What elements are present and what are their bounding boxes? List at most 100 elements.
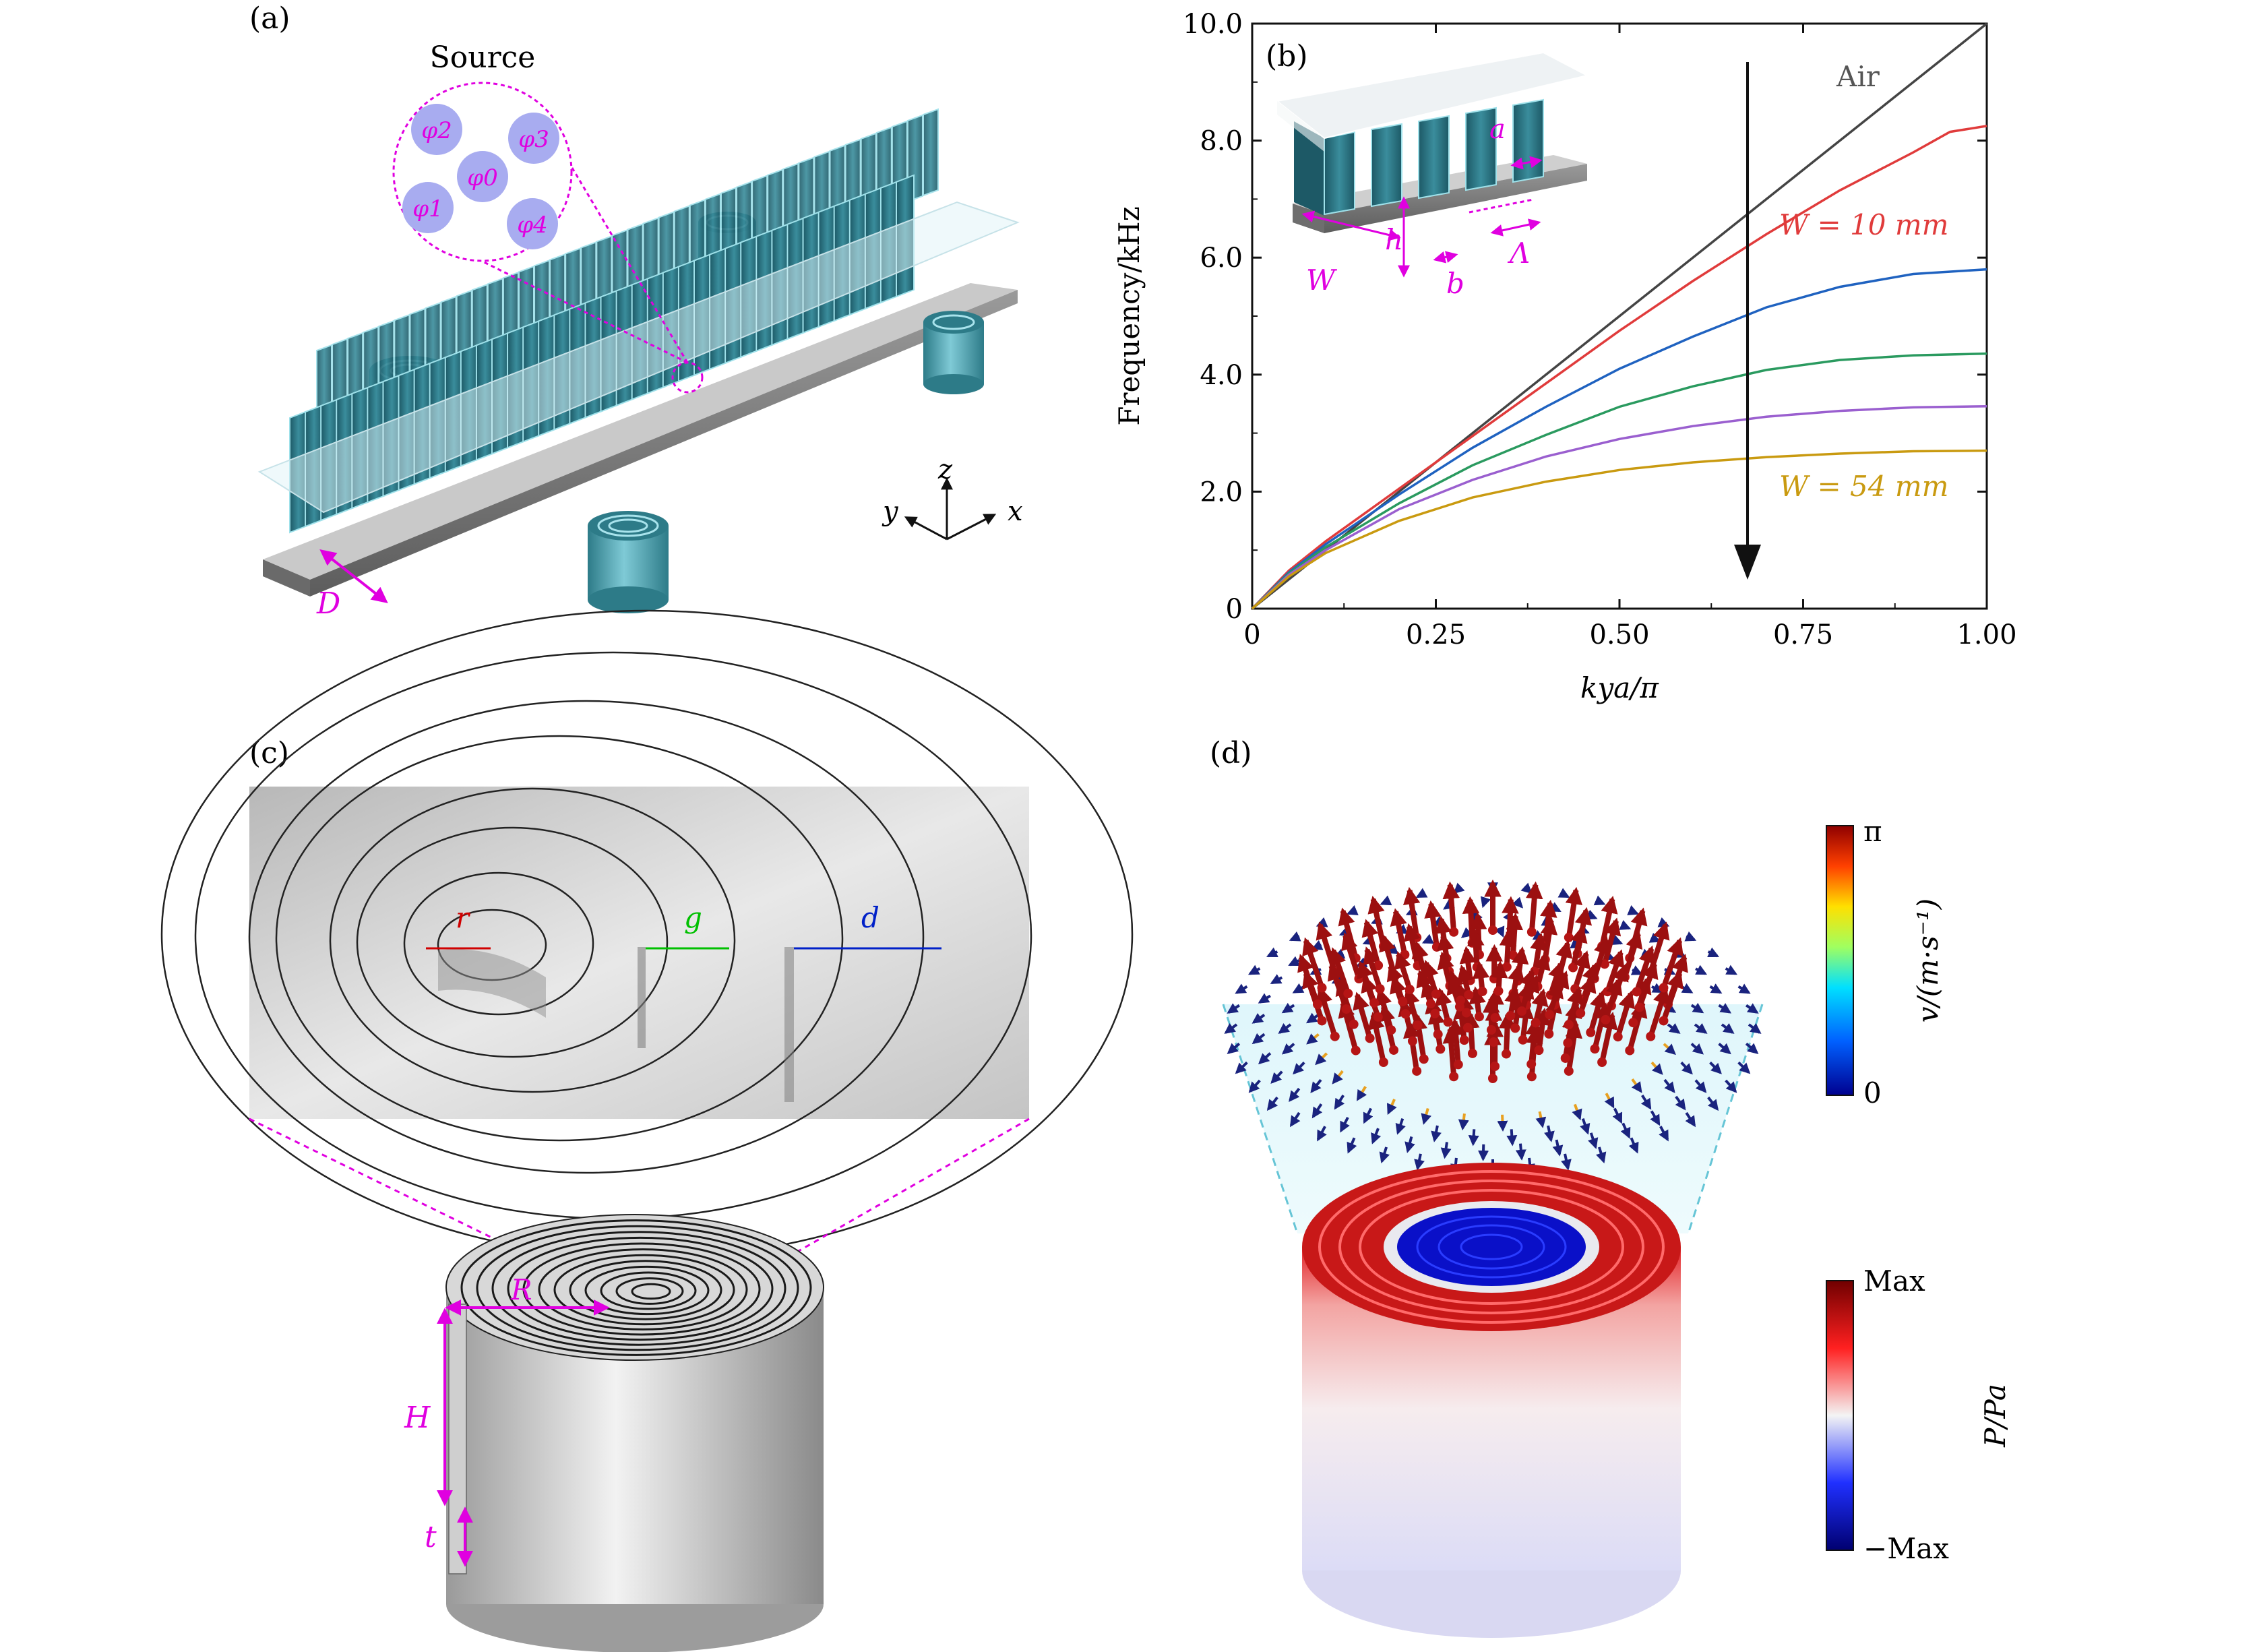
- velocity-arrow-outer: [1512, 896, 1524, 909]
- velocity-arrow-outer: [1737, 983, 1751, 994]
- velocity-arrow-inner: [1394, 951, 1413, 991]
- velocity-arrow-outer: [1258, 1052, 1272, 1065]
- velocity-arrow-outer: [1675, 1095, 1686, 1111]
- velocity-arrow-inner: [1390, 908, 1408, 956]
- velocity-arrow-outer: [1650, 1110, 1661, 1126]
- spiral-resonator-front-right: [923, 311, 984, 394]
- dimension-D-label: D: [316, 586, 340, 621]
- y-tick-label: 10.0: [1183, 9, 1243, 40]
- inset-W: W: [1306, 264, 1338, 297]
- spiral-ring: [615, 1277, 684, 1305]
- velocity-arrow-base: [1373, 1012, 1383, 1022]
- velocity-arrow-base: [1518, 1035, 1528, 1045]
- velocity-arrow-outer: [1535, 1111, 1547, 1128]
- cyl-label-t: t: [425, 1520, 437, 1554]
- velocity-arrow-base: [1486, 1024, 1496, 1035]
- velocity-arrow-outer: [1650, 1061, 1663, 1075]
- velocity-arrow-outer: [1544, 1125, 1555, 1142]
- velocity-arrow-outer: [1745, 1042, 1759, 1054]
- panel-d: (d) π 0 v/: [1210, 736, 2012, 1638]
- velocity-arrow-base: [1634, 1002, 1644, 1012]
- pressure-min: −Max: [1863, 1532, 1949, 1565]
- velocity-arrow-outer: [1404, 1136, 1415, 1153]
- velocity-arrow-outer: [1520, 882, 1533, 894]
- velocity-arrow-base: [1375, 984, 1385, 994]
- velocity-arrow-base: [1343, 989, 1353, 999]
- source-phi1: [402, 182, 454, 233]
- velocity-arrow-inner: [1386, 963, 1406, 1003]
- velocity-arrow-inner: [1499, 928, 1517, 967]
- velocity-arrow-inner: [1599, 1011, 1618, 1063]
- velocity-arrow-base: [1603, 987, 1613, 997]
- velocity-arrow-outer: [1431, 1125, 1442, 1142]
- velocity-arrow-outer: [1588, 1132, 1599, 1149]
- zoom-label-d: d: [861, 901, 879, 934]
- velocity-arrow-outer: [1680, 1061, 1693, 1075]
- velocity-arrow-outer: [1685, 1111, 1696, 1128]
- series-line: [1251, 268, 1987, 610]
- velocity-arrow-outer: [1631, 1078, 1642, 1093]
- velocity-arrow-base: [1313, 1000, 1322, 1009]
- velocity-arrow-inner: [1530, 932, 1547, 972]
- panel-a: (a): [249, 1, 1023, 621]
- velocity-arrow-outer: [1628, 1137, 1639, 1154]
- velocity-arrow-outer: [1640, 1095, 1652, 1110]
- velocity-arrow-inner: [1661, 937, 1683, 989]
- velocity-arrow-base: [1568, 962, 1578, 973]
- annotation-w-top: W = 10 mm: [1779, 208, 1949, 241]
- panel-d-label: (d): [1210, 736, 1252, 770]
- velocity-arrow-outer: [1386, 1099, 1397, 1115]
- velocity-arrow-outer: [1627, 905, 1640, 915]
- velocity-arrow-outer: [1379, 1146, 1390, 1164]
- velocity-arrow-base: [1453, 1060, 1463, 1070]
- velocity-arrow-base: [1467, 1048, 1477, 1058]
- velocity-arrow-outer: [1289, 1087, 1301, 1103]
- y-tick-label: 2.0: [1200, 477, 1243, 508]
- velocity-arrow-base: [1461, 1008, 1471, 1018]
- velocity-arrow-inner: [1615, 990, 1636, 1038]
- velocity-arrow-base: [1564, 1066, 1574, 1076]
- velocity-arrow-base: [1564, 932, 1574, 942]
- pressure-colorbar: [1826, 1280, 1854, 1551]
- velocity-arrow-outer: [1721, 1022, 1735, 1034]
- velocity-arrow-base: [1449, 927, 1459, 937]
- trend-arrow-head: [1734, 545, 1761, 580]
- velocity-arrow-outer: [1746, 1003, 1759, 1014]
- velocity-arrow-base: [1531, 1018, 1541, 1028]
- velocity-arrow-outer: [1310, 1078, 1322, 1093]
- series-line: [1251, 404, 1987, 610]
- velocity-arrow-outer: [1497, 1114, 1508, 1132]
- inset-a: a: [1489, 114, 1506, 145]
- velocity-arrow-outer: [1281, 1043, 1295, 1055]
- velocity-arrow-base: [1563, 1038, 1573, 1048]
- velocity-arrow-base: [1628, 1018, 1638, 1028]
- spiral-ring: [522, 1242, 761, 1336]
- spiral-cylinder: [445, 1214, 824, 1652]
- velocity-arrow-outer: [1395, 1118, 1406, 1135]
- velocity-arrow-outer: [1421, 1107, 1431, 1125]
- dimension-D: D: [316, 549, 388, 621]
- source-label-phi3: φ3: [518, 126, 549, 153]
- cyl-label-R: R: [510, 1273, 532, 1306]
- x-tick-label: 0.50: [1589, 619, 1649, 650]
- velocity-arrow-outer: [1667, 1022, 1681, 1034]
- velocity-arrow-outer: [1619, 919, 1632, 930]
- inset-b: b: [1446, 267, 1464, 300]
- velocity-arrow-outer: [1380, 895, 1392, 906]
- velocity-arrow-inner: [1533, 1008, 1551, 1051]
- velocity-arrow-inner: [1297, 954, 1320, 1006]
- velocity-arrow-base: [1433, 1029, 1443, 1039]
- velocity-min: 0: [1863, 1076, 1882, 1109]
- source-label-phi1: φ1: [412, 195, 443, 222]
- velocity-arrow-inner: [1602, 917, 1621, 965]
- spiral-ring: [538, 1248, 748, 1330]
- velocity-arrow-base: [1477, 986, 1487, 996]
- velocity-arrow-outer: [1270, 974, 1283, 985]
- spiral-ring: [460, 1219, 812, 1356]
- velocity-arrow-inner: [1442, 1026, 1460, 1077]
- velocity-arrow-outer: [1235, 983, 1248, 994]
- velocity-arrow-base: [1502, 1049, 1512, 1059]
- velocity-arrow-base: [1449, 1072, 1459, 1082]
- velocity-arrow-outer: [1415, 888, 1428, 898]
